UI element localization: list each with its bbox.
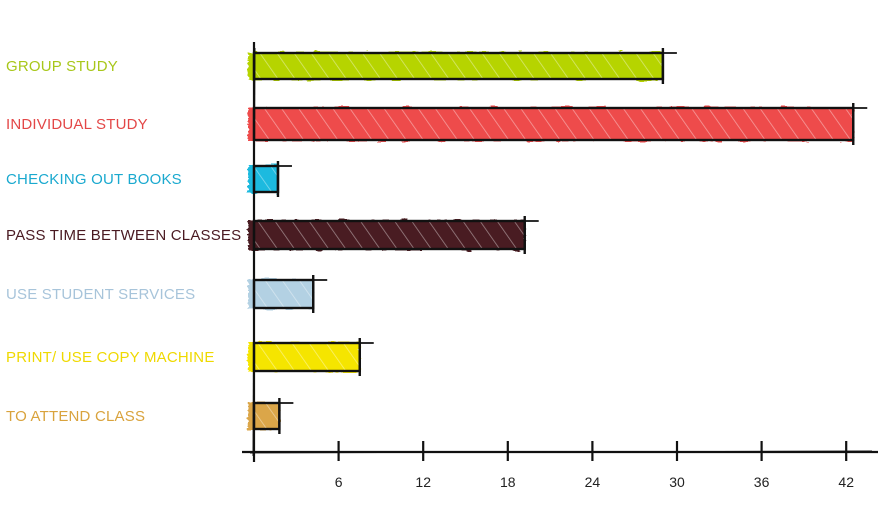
y-axis-sketch [252, 47, 256, 457]
category-label: CHECKING OUT BOOKS [6, 171, 182, 188]
bar-texture [254, 109, 854, 139]
bar-texture [254, 167, 278, 191]
category-label: GROUP STUDY [6, 58, 118, 75]
bars-layer [248, 48, 868, 434]
category-label: USE STUDENT SERVICES [6, 286, 195, 303]
bar-texture [254, 54, 663, 78]
x-tick-label: 12 [415, 474, 431, 490]
x-tick-label: 42 [838, 474, 854, 490]
x-tick-label: 24 [585, 474, 601, 490]
bar-texture [254, 222, 525, 248]
axis-layer [242, 42, 878, 462]
x-tick-label: 6 [335, 474, 343, 490]
bar-texture [254, 344, 360, 370]
x-axis-sketch [249, 450, 873, 454]
category-label: INDIVIDUAL STUDY [6, 116, 148, 133]
x-tick-label: 36 [754, 474, 770, 490]
x-tick-label: 30 [669, 474, 685, 490]
bar-texture [254, 404, 280, 428]
labels-layer: GROUP STUDY INDIVIDUAL STUDY CHECKING OUT … [6, 58, 854, 490]
category-label: PASS TIME BETWEEN CLASSES [6, 227, 241, 244]
category-label: PRINT/ USE COPY MACHINE [6, 349, 215, 366]
category-label: TO ATTEND CLASS [6, 408, 145, 425]
x-tick-label: 18 [500, 474, 516, 490]
bar-texture [254, 281, 314, 307]
